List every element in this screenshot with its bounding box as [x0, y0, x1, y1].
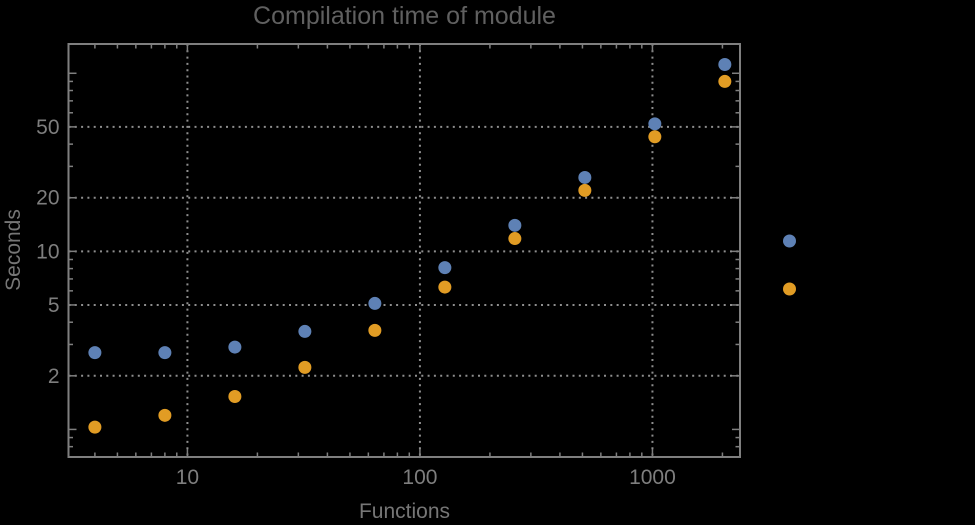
data-point-orange: [718, 74, 732, 88]
data-point-blue: [158, 346, 172, 360]
data-point-orange: [158, 408, 172, 422]
data-point-orange: [298, 360, 312, 374]
legend-marker-blue: [783, 234, 796, 248]
y-tick-label: 2: [48, 365, 60, 388]
data-point-blue: [718, 58, 732, 72]
data-point-blue: [368, 296, 382, 310]
x-tick-label: 10: [176, 466, 199, 489]
data-point-orange: [648, 130, 662, 144]
data-point-orange: [88, 420, 102, 434]
data-point-orange: [368, 323, 382, 337]
data-point-blue: [88, 346, 102, 360]
y-tick-label: 10: [36, 240, 59, 263]
x-tick-label: 1000: [629, 466, 676, 489]
data-point-orange: [438, 280, 452, 294]
plot-frame: [67, 43, 741, 458]
data-point-blue: [578, 170, 592, 184]
data-point-orange: [228, 390, 242, 404]
legend-marker-orange: [783, 282, 796, 296]
data-point-orange: [508, 232, 522, 246]
data-point-blue: [298, 324, 312, 338]
data-point-blue: [508, 218, 522, 232]
data-point-blue: [648, 117, 662, 131]
x-axis-label: Functions: [358, 500, 451, 523]
data-point-blue: [228, 340, 242, 354]
data-point-orange: [578, 183, 592, 197]
data-point-blue: [438, 261, 452, 275]
chart-title: Compilation time of module: [253, 2, 556, 30]
y-tick-label: 5: [48, 294, 60, 317]
x-tick-label: 100: [402, 466, 437, 489]
y-tick-label: 50: [36, 116, 59, 139]
y-tick-label: 20: [36, 187, 59, 210]
